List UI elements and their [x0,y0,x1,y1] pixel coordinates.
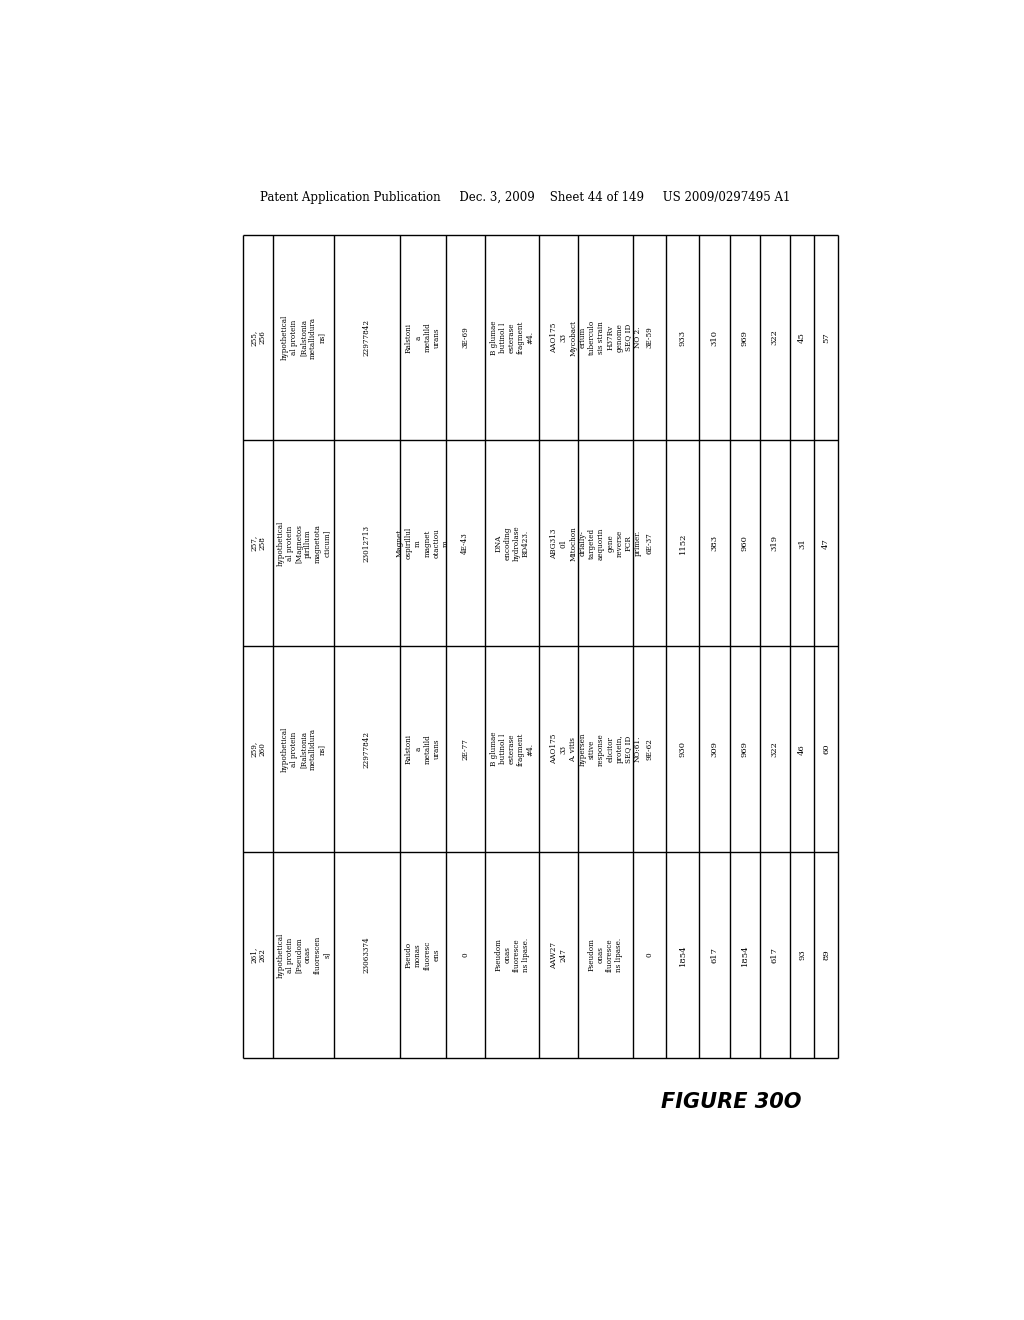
Text: B glumae
butinol l
esterase
fragment
#4.: B glumae butinol l esterase fragment #4. [489,731,535,767]
Text: 3E-69: 3E-69 [461,326,469,348]
Text: 45: 45 [798,333,806,343]
Text: 57: 57 [822,333,830,343]
Text: 31: 31 [798,539,806,549]
Text: A. vitis
hypersen
sitive
response
elicitor
protein,
SEQ ID
NO:61.: A. vitis hypersen sitive response elicit… [569,733,642,766]
Text: 933: 933 [679,330,687,346]
Text: 255,
256: 255, 256 [250,330,267,346]
Text: Pseudom
onas
fluoresce
ns lipase.: Pseudom onas fluoresce ns lipase. [588,939,624,972]
Text: 3E-59: 3E-59 [645,326,653,348]
Text: hypothetical
al protein
[Pseudom
onas
fluorescen
s]: hypothetical al protein [Pseudom onas fl… [276,932,331,978]
Text: 4E-43: 4E-43 [461,532,469,554]
Text: 310: 310 [711,330,719,346]
Text: AAO175
33: AAO175 33 [550,322,567,352]
Text: Ralstoni
a
metalild
urans: Ralstoni a metalild urans [406,322,440,352]
Text: 1854: 1854 [740,944,749,966]
Text: 259,
260: 259, 260 [250,741,267,758]
Text: Ralstoni
a
metalild
urans: Ralstoni a metalild urans [406,734,440,764]
Text: 322: 322 [771,330,779,346]
Text: 617: 617 [711,946,719,964]
Text: AAO175
33: AAO175 33 [550,734,567,764]
Text: 617: 617 [771,946,779,964]
Text: Mycobact
erium
tuberculo
sis strain
H37Rv
genome
SEQ ID
NO 2.: Mycobact erium tuberculo sis strain H37R… [569,319,642,355]
Text: 257,
258: 257, 258 [250,536,267,552]
Text: AAW27
247: AAW27 247 [550,941,567,969]
Text: hypothetical
al protein
[Ralstonia
metallidura
ns]: hypothetical al protein [Ralstonia metal… [282,315,326,360]
Text: DNA
encoding
hydrolase
BD423.: DNA encoding hydrolase BD423. [495,525,529,561]
Text: 23063374: 23063374 [362,937,371,973]
Text: Pseudo
monas
fluoresc
ens: Pseudo monas fluoresc ens [406,940,440,970]
Text: 261,
262: 261, 262 [250,946,267,964]
Text: Pseudom
onas
fluoresce
ns lipase.: Pseudom onas fluoresce ns lipase. [495,939,529,972]
Text: 1854: 1854 [679,944,687,966]
Text: 309: 309 [711,742,719,758]
Text: B glumae
butinol l
esterase
fragment
#4.: B glumae butinol l esterase fragment #4. [489,321,535,355]
Text: 383: 383 [711,536,719,552]
Text: 960: 960 [740,536,749,552]
Text: FIGURE 30O: FIGURE 30O [660,1092,802,1111]
Text: 0: 0 [461,953,469,957]
Text: 6E-37: 6E-37 [645,532,653,554]
Text: 60: 60 [822,744,830,755]
Text: 969: 969 [740,742,749,758]
Text: 322: 322 [771,742,779,758]
Text: 89: 89 [822,949,830,961]
Text: 23012713: 23012713 [362,525,371,562]
Text: 22977842: 22977842 [362,319,371,356]
Text: hypothetical
al protein
[Ralstonia
metallidura
ns]: hypothetical al protein [Ralstonia metal… [282,726,326,772]
Text: Patent Application Publication     Dec. 3, 2009    Sheet 44 of 149     US 2009/0: Patent Application Publication Dec. 3, 2… [260,190,790,203]
Text: 319: 319 [771,536,779,552]
Text: Magnet
ospirillul
m
magnet
otactiou
m: Magnet ospirillul m magnet otactiou m [396,527,450,560]
Text: ABG313
01: ABG313 01 [550,528,567,558]
Text: Mitochon
drially-
targeted
aequorin
gene
reverse
PCR
primer.: Mitochon drially- targeted aequorin gene… [569,525,642,561]
Text: 9E-62: 9E-62 [645,738,653,760]
Text: 1152: 1152 [679,533,687,554]
Text: 969: 969 [740,330,749,346]
Text: 0: 0 [645,953,653,957]
Text: 22977842: 22977842 [362,731,371,768]
Text: hypothetical
al protein
[Magnetos
pirillum
magnetota
cticum]: hypothetical al protein [Magnetos pirill… [276,520,331,566]
Text: 47: 47 [822,539,830,549]
Text: 46: 46 [798,743,806,755]
Text: 93: 93 [798,949,806,961]
Text: 930: 930 [679,742,687,758]
Text: 2E-77: 2E-77 [461,738,469,760]
